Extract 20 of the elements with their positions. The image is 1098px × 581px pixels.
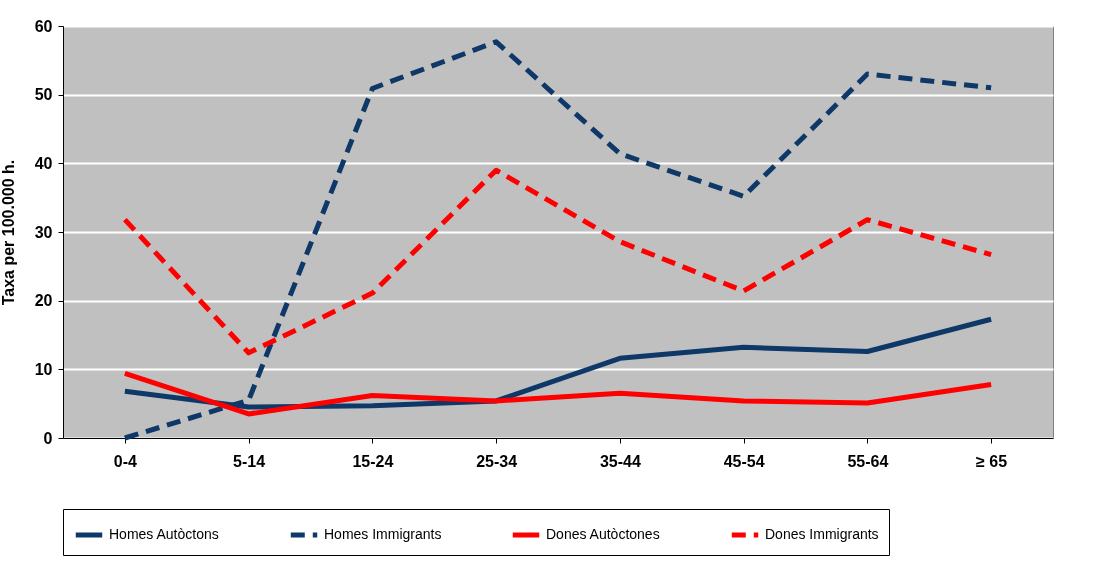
y-tick-label: 0 [43, 429, 53, 447]
y-tick-label: 20 [34, 292, 53, 310]
y-tick-label: 50 [34, 86, 53, 104]
legend-label: Homes Immigrants [324, 526, 442, 542]
y-tick-label: 10 [34, 360, 53, 378]
x-tick-label: 25-34 [476, 452, 518, 470]
legend-label: Dones Immigrants [765, 526, 879, 542]
legend-label: Homes Autòctons [109, 526, 219, 542]
legend-label: Dones Autòctones [546, 526, 660, 542]
y-tick-label: 60 [34, 17, 53, 35]
y-tick-label: 30 [34, 223, 53, 241]
y-axis-title: Taxa per 100.000 h. [0, 159, 17, 306]
y-tick-label: 40 [34, 154, 53, 172]
x-tick-label: 5-14 [233, 452, 266, 470]
x-tick-label: 0-4 [113, 452, 138, 470]
x-tick-label: ≥ 65 [976, 452, 1008, 470]
x-tick-label: 15-24 [352, 452, 394, 470]
x-tick-label: 55-64 [847, 452, 889, 470]
x-tick-label: 45-54 [723, 452, 765, 470]
x-tick-label: 35-44 [599, 452, 641, 470]
